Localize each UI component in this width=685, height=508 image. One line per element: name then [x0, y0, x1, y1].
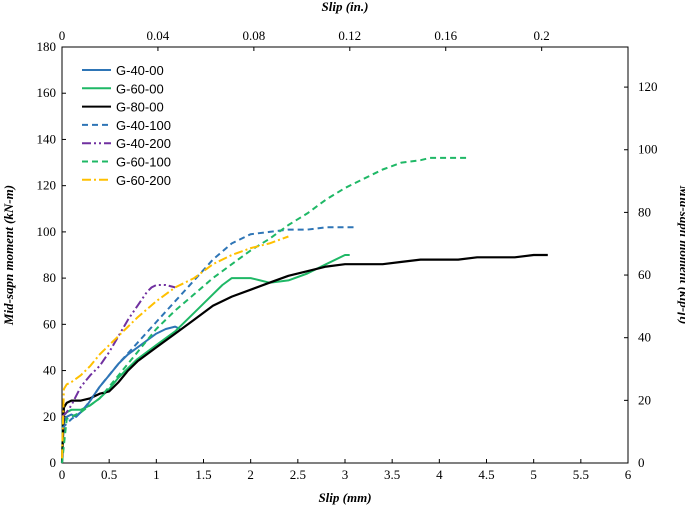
series-line-g-60-100: [61, 156, 468, 464]
x-tick-label: 3.5: [384, 467, 400, 482]
y-tick-label: 60: [43, 316, 56, 331]
y-tick-label: 40: [43, 363, 56, 378]
legend-label: G-60-00: [116, 81, 164, 96]
y2-tick-label: 20: [638, 392, 651, 407]
y2-tick-label: 80: [638, 204, 651, 219]
series-line-g-60-00: [61, 254, 350, 464]
y2-tick-label: 100: [638, 142, 658, 157]
x-tick-label: 6: [625, 467, 632, 482]
y2-tick-label: 0: [638, 455, 645, 470]
y-tick-label: 80: [43, 270, 56, 285]
legend-label: G-40-200: [116, 136, 171, 151]
x2-tick-label: 0: [59, 28, 66, 43]
legend-label: G-40-100: [116, 118, 171, 133]
x-axis-title: Slip (mm): [318, 490, 371, 505]
y-tick-label: 20: [43, 409, 56, 424]
y2-tick-label: 60: [638, 267, 651, 282]
x-tick-label: 5: [530, 467, 537, 482]
x2-tick-label: 0.08: [242, 28, 265, 43]
x-tick-label: 2.5: [290, 467, 306, 482]
series-line-g-40-100: [61, 226, 355, 430]
x2-tick-label: 0.12: [338, 28, 361, 43]
legend: G-40-00 G-60-00 G-80-00 G-40-100 G-40-200 G-6…: [82, 63, 171, 188]
x2-axis-title: Slip (in.): [322, 0, 369, 14]
x2-tick-label: 0.04: [147, 28, 170, 43]
y2-tick-label: 120: [638, 79, 658, 94]
x-tick-label: 4: [436, 467, 443, 482]
legend-label: G-60-100: [116, 155, 171, 170]
x-tick-label: 1: [153, 467, 160, 482]
x-tick-label: 4.5: [478, 467, 494, 482]
y-axis-title: Mid-sapn moment (kN-m): [1, 185, 16, 326]
y2-axis-title: Mid-sapn moment (kip-ft): [677, 185, 685, 325]
y2-tick-label: 40: [638, 330, 651, 345]
ticks-layer: 0 0.5 1 1.5 2 2.5 3 3.5 4 4.5 5 5.5 6020406080100120…: [37, 28, 658, 482]
legend-label: G-80-00: [116, 100, 164, 115]
x-tick-label: 0: [59, 467, 66, 482]
y-tick-label: 180: [37, 39, 57, 54]
series-line-g-40-200: [61, 284, 176, 418]
x-tick-label: 1.5: [195, 467, 211, 482]
y-tick-label: 140: [37, 131, 57, 146]
legend-label: G-60-200: [116, 173, 171, 188]
y-tick-label: 100: [37, 224, 57, 239]
x2-tick-label: 0.16: [434, 28, 457, 43]
y-tick-label: 0: [50, 455, 57, 470]
x-tick-label: 3: [342, 467, 349, 482]
x-tick-label: 5.5: [573, 467, 589, 482]
series-line-g-40-00: [61, 325, 181, 464]
x-tick-label: 2: [247, 467, 254, 482]
y-tick-label: 160: [37, 85, 57, 100]
legend-label: G-40-00: [116, 63, 164, 78]
series-line-g-60-200: [61, 235, 289, 459]
x-tick-label: 0.5: [101, 467, 117, 482]
series-layer: [60, 156, 548, 464]
y-tick-label: 120: [37, 178, 57, 193]
x2-tick-label: 0.2: [534, 28, 550, 43]
series-line-g-80-00: [60, 253, 548, 464]
